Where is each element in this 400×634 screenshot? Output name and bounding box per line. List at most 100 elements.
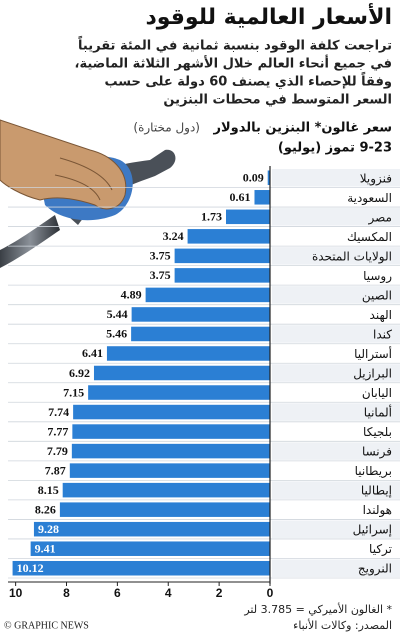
- row-label-bg: [272, 422, 400, 441]
- category-label: ألمانيا: [364, 405, 392, 420]
- category-label: تركيا: [369, 542, 392, 557]
- x-tick-label: 0: [267, 586, 274, 600]
- row-label-bg: [272, 247, 400, 265]
- row-label-bg: [272, 169, 400, 187]
- value-label: 7.74: [48, 405, 69, 419]
- bar: [174, 248, 270, 264]
- bar: [174, 268, 270, 283]
- value-label-bg: [101, 288, 144, 302]
- row-label-bg: [272, 559, 400, 577]
- bar: [69, 463, 271, 478]
- bar: [145, 287, 270, 303]
- bar: [254, 190, 270, 205]
- row-label-bg: [272, 481, 400, 499]
- value-label-bg: [49, 366, 92, 380]
- bar: [12, 560, 270, 576]
- category-label: بلجيكا: [363, 425, 392, 439]
- value-label-bg: [25, 463, 68, 478]
- row-label-bg: [272, 344, 400, 363]
- footnote: * الغالون الأميركي = 3.785 لتر: [243, 602, 392, 616]
- row-label-bg: [272, 403, 400, 421]
- value-label: 7.77: [47, 424, 68, 438]
- value-label-bg: [27, 444, 70, 458]
- category-label: إيطاليا: [361, 484, 392, 498]
- row-label-bg: [272, 208, 400, 226]
- category-label: اليابان: [362, 386, 392, 400]
- date: 9-23 تموز (يوليو): [278, 141, 392, 156]
- value-label: 7.79: [47, 444, 68, 458]
- value-label: 6.41: [82, 346, 103, 360]
- value-label: 5.44: [107, 307, 128, 321]
- x-tick-label: 4: [165, 586, 172, 600]
- row-label-bg: [272, 286, 400, 304]
- value-label-bg: [29, 405, 72, 419]
- value-label-bg: [87, 307, 130, 322]
- axis-title: سعر غالون* البنزين بالدولار: [213, 121, 393, 136]
- row-label-bg: [272, 266, 400, 285]
- value-label-bg: [15, 502, 58, 517]
- category-label: أستراليا: [354, 346, 392, 362]
- subtitle-line: السعر المتوسط في محطات البنزين: [163, 93, 392, 108]
- category-label: الهند: [370, 308, 392, 322]
- bar: [73, 404, 271, 420]
- bar: [225, 209, 270, 225]
- subtitle-line: وفقاً للإحصاء الذي يصنف 60 دولة على حسب: [104, 72, 392, 90]
- x-tick-label: 10: [9, 586, 23, 600]
- value-label: 3.75: [150, 268, 171, 282]
- value-label: 7.15: [63, 385, 84, 399]
- value-label-bg: [181, 210, 224, 224]
- row-label-bg: [272, 364, 400, 382]
- title: الأسعار العالمية للوقود: [145, 2, 392, 30]
- value-label: 3.24: [163, 229, 184, 243]
- x-tick-label: 6: [114, 586, 121, 600]
- value-label-bg: [130, 249, 173, 263]
- bar: [88, 385, 270, 400]
- value-label: 6.92: [69, 366, 90, 380]
- category-label: الصين: [362, 288, 392, 303]
- bar: [30, 541, 270, 556]
- value-label: 0.61: [229, 190, 250, 204]
- bar: [106, 346, 270, 361]
- value-label-bg: [18, 483, 61, 497]
- category-label: إسرائيل: [353, 523, 392, 538]
- value-label: 5.46: [106, 327, 127, 341]
- value-label: 1.73: [201, 210, 222, 224]
- category-label: فرنسا: [362, 445, 392, 460]
- value-label: 7.87: [45, 463, 66, 477]
- category-label: هولندا: [363, 503, 392, 518]
- category-label: مصر: [368, 210, 392, 225]
- bar: [93, 365, 270, 381]
- category-label: النرويج: [358, 562, 392, 577]
- value-label: 9.41: [35, 541, 56, 555]
- category-label: بريطانيا: [355, 464, 392, 479]
- bar: [131, 326, 270, 342]
- credit: © GRAPHIC NEWS: [4, 620, 89, 631]
- value-label-bg: [87, 327, 130, 341]
- value-label: 0.09: [243, 171, 264, 185]
- category-label: روسيا: [363, 269, 392, 284]
- value-label-bg: [130, 268, 173, 283]
- subtitle-line: في جميع أنحاء العالم خلال الأشهر الثلاثة…: [75, 55, 393, 72]
- category-label: الولايات المتحدة: [312, 249, 392, 264]
- value-label-bg: [223, 171, 266, 185]
- category-label: فنزويلا: [360, 171, 392, 186]
- value-label-bg: [210, 190, 253, 205]
- row-label-bg: [272, 442, 400, 460]
- category-label: كندا: [373, 327, 392, 341]
- bar: [187, 229, 270, 244]
- bar: [59, 502, 270, 517]
- axis-note: (دول مختارة): [133, 121, 200, 136]
- category-label: البرازيل: [353, 367, 392, 382]
- source: المصدر: وكالات الأنباء: [293, 618, 392, 632]
- x-tick-label: 2: [216, 586, 223, 600]
- value-label: 9.28: [38, 522, 59, 536]
- row-label-bg: [272, 383, 400, 402]
- value-label: 3.75: [150, 249, 171, 263]
- x-tick-label: 8: [63, 586, 70, 600]
- row-label-bg: [272, 539, 400, 558]
- bar: [33, 521, 270, 537]
- row-label-bg: [272, 500, 400, 519]
- row-label-bg: [272, 520, 400, 538]
- bar: [72, 424, 270, 439]
- bar: [131, 307, 270, 322]
